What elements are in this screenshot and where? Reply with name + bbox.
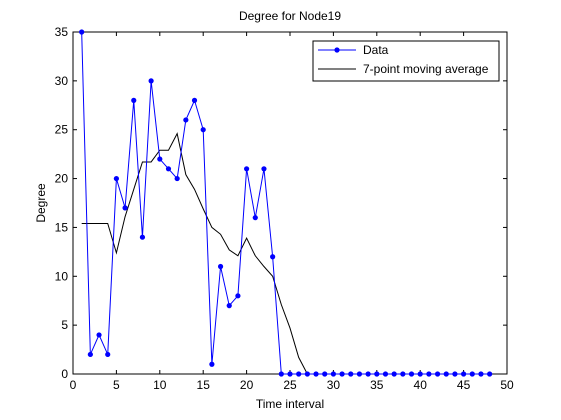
data-point bbox=[79, 29, 85, 35]
data-point bbox=[157, 156, 163, 162]
data-point bbox=[382, 371, 389, 377]
data-point bbox=[391, 371, 397, 377]
data-point bbox=[191, 97, 198, 103]
data-point bbox=[322, 371, 328, 377]
data-point bbox=[209, 361, 215, 367]
data-point bbox=[478, 371, 484, 377]
data-point bbox=[400, 371, 406, 377]
data-point bbox=[226, 303, 232, 309]
x-tick-label: 10 bbox=[153, 378, 167, 392]
y-tick-label: 35 bbox=[55, 25, 69, 39]
data-point bbox=[348, 371, 354, 377]
y-tick-label: 0 bbox=[61, 367, 68, 381]
data-point bbox=[330, 371, 336, 377]
data-point bbox=[113, 175, 119, 182]
legend-box bbox=[312, 40, 500, 82]
y-tick-label: 30 bbox=[55, 74, 69, 88]
x-tick-label: 20 bbox=[240, 378, 254, 392]
data-point bbox=[313, 371, 319, 377]
x-tick-label: 35 bbox=[370, 378, 384, 392]
data-point bbox=[487, 371, 493, 377]
x-tick-label: 0 bbox=[70, 378, 77, 392]
x-tick-label: 50 bbox=[500, 378, 514, 392]
data-point bbox=[96, 332, 102, 338]
data-point bbox=[235, 293, 241, 299]
legend-label-data: Data bbox=[363, 43, 389, 57]
x-tick-label: 5 bbox=[113, 378, 120, 392]
data-point bbox=[339, 371, 345, 377]
data-point bbox=[87, 351, 93, 358]
data-point bbox=[217, 263, 224, 270]
x-tick-label: 40 bbox=[414, 378, 428, 392]
y-tick-label: 15 bbox=[55, 220, 69, 234]
data-point bbox=[374, 371, 380, 377]
x-tick-label: 30 bbox=[327, 378, 341, 392]
data-point bbox=[287, 371, 293, 377]
data-point bbox=[244, 166, 250, 172]
y-tick-label: 10 bbox=[55, 269, 69, 283]
x-axis-title: Time interval bbox=[256, 397, 324, 411]
y-tick-label: 25 bbox=[55, 123, 69, 137]
data-point bbox=[296, 371, 302, 377]
data-point bbox=[443, 371, 449, 377]
data-point bbox=[139, 234, 146, 240]
data-point bbox=[131, 97, 137, 103]
data-point bbox=[122, 205, 128, 211]
chart-title: Degree for Node19 bbox=[239, 9, 341, 23]
data-point bbox=[408, 371, 415, 377]
data-point bbox=[200, 127, 206, 133]
x-tick-label: 15 bbox=[197, 378, 211, 392]
data-point bbox=[148, 78, 154, 84]
y-tick-label: 20 bbox=[55, 172, 69, 186]
x-tick-label: 25 bbox=[283, 378, 297, 392]
data-point bbox=[165, 166, 172, 172]
legend-data-marker bbox=[334, 47, 340, 53]
data-point bbox=[174, 175, 180, 182]
data-point bbox=[183, 117, 189, 123]
x-tick-label: 45 bbox=[457, 378, 471, 392]
data-point bbox=[304, 371, 310, 377]
axis-ticks: 0 5 10 15 20 25 30 35 40 45 50 0 5 10 15 20 25 30 35 bbox=[55, 25, 514, 392]
data-point bbox=[365, 371, 371, 377]
data-point bbox=[261, 166, 267, 172]
data-point bbox=[426, 371, 432, 377]
data-point bbox=[417, 371, 423, 377]
y-axis-title: Degree bbox=[34, 183, 48, 223]
data-point bbox=[356, 371, 363, 377]
data-point bbox=[252, 215, 258, 221]
legend-label-moving-average: 7-point moving average bbox=[363, 62, 489, 76]
series-layer bbox=[79, 29, 493, 377]
y-tick-label: 5 bbox=[61, 318, 68, 332]
legend: Data 7-point moving average bbox=[312, 40, 500, 82]
data-point bbox=[278, 371, 284, 377]
data-point bbox=[461, 371, 467, 377]
data-point bbox=[469, 371, 475, 377]
plot-area bbox=[72, 31, 508, 375]
data-point bbox=[452, 371, 458, 377]
data-point bbox=[270, 254, 276, 260]
data-point bbox=[105, 351, 111, 358]
data-point bbox=[434, 371, 441, 377]
